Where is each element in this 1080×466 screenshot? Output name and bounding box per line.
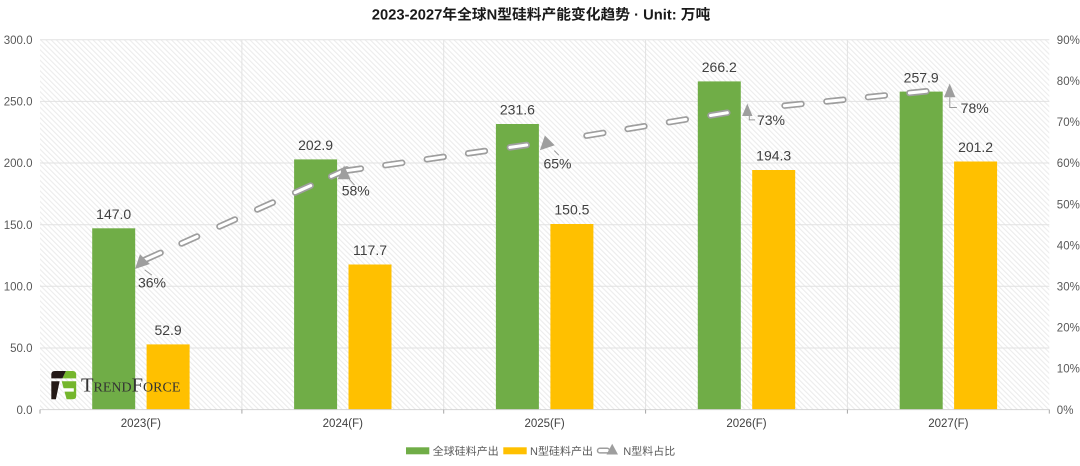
svg-text:0.0: 0.0 — [17, 405, 33, 417]
svg-text:90%: 90% — [1057, 35, 1080, 47]
svg-text:201.2: 201.2 — [958, 139, 993, 155]
svg-text:147.0: 147.0 — [96, 206, 131, 222]
svg-text:50.0: 50.0 — [10, 343, 32, 355]
svg-text:257.9: 257.9 — [904, 69, 939, 85]
svg-text:10%: 10% — [1057, 364, 1080, 376]
svg-text:150.0: 150.0 — [4, 220, 33, 232]
svg-text:2023(F): 2023(F) — [121, 418, 161, 430]
svg-text:266.2: 266.2 — [702, 59, 737, 75]
svg-text:2027(F): 2027(F) — [928, 418, 968, 430]
svg-text:0%: 0% — [1057, 405, 1074, 417]
svg-text:100.0: 100.0 — [4, 282, 33, 294]
svg-text:194.3: 194.3 — [756, 148, 791, 164]
svg-text:20%: 20% — [1057, 323, 1080, 335]
svg-text:52.9: 52.9 — [154, 322, 181, 338]
svg-text:50%: 50% — [1057, 199, 1080, 211]
svg-text:2026(F): 2026(F) — [726, 418, 766, 430]
svg-text:58%: 58% — [342, 183, 370, 199]
svg-text:40%: 40% — [1057, 240, 1080, 252]
svg-text:70%: 70% — [1057, 117, 1080, 129]
svg-text:60%: 60% — [1057, 158, 1080, 170]
svg-text:30%: 30% — [1057, 282, 1080, 294]
svg-text:2024(F): 2024(F) — [323, 418, 363, 430]
svg-text:73%: 73% — [757, 112, 785, 128]
svg-text:231.6: 231.6 — [500, 102, 535, 118]
svg-text:250.0: 250.0 — [4, 97, 33, 109]
svg-text:78%: 78% — [961, 100, 989, 116]
svg-text:36%: 36% — [138, 275, 166, 291]
svg-text:80%: 80% — [1057, 76, 1080, 88]
svg-text:202.9: 202.9 — [298, 137, 333, 153]
svg-text:300.0: 300.0 — [4, 35, 33, 47]
svg-text:117.7: 117.7 — [353, 242, 387, 258]
svg-text:TrendForce: TrendForce — [81, 375, 180, 397]
svg-text:65%: 65% — [543, 155, 571, 171]
svg-text:150.5: 150.5 — [554, 202, 589, 218]
svg-text:2025(F): 2025(F) — [524, 418, 564, 430]
svg-text:200.0: 200.0 — [4, 158, 33, 170]
